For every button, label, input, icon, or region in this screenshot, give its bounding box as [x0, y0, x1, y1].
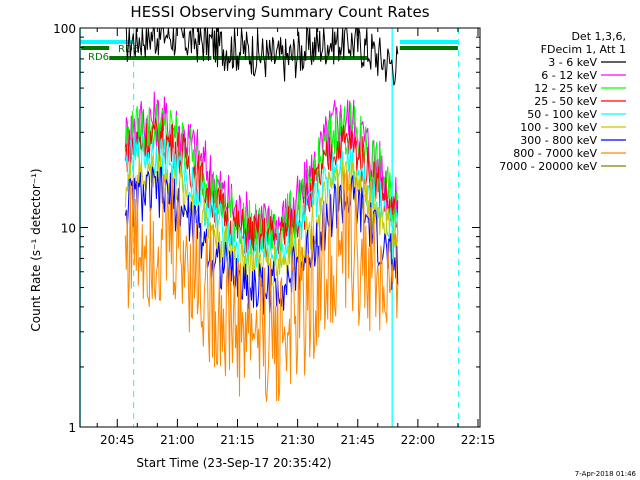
- x-tick-label-6: 22:15: [461, 433, 496, 447]
- axes: 20:45 21:00 21:15 21:30 21:45 22:00 22:15 1 10 10…: [53, 22, 495, 447]
- y-tick-label-2: 100: [53, 22, 76, 36]
- x-tick-label-2: 21:15: [220, 433, 255, 447]
- x-tick-label-1: 21:00: [160, 433, 195, 447]
- y-tick-label-0: 1: [68, 421, 76, 435]
- chart-title: HESSI Observing Summary Count Rates: [130, 3, 429, 21]
- legend-label-4: 25 - 50 keV: [534, 95, 597, 108]
- x-tick-label-0: 20:45: [100, 433, 135, 447]
- legend-label-3: 12 - 25 keV: [534, 82, 597, 95]
- x-tick-label-3: 21:30: [280, 433, 315, 447]
- legend-label-7: 300 - 800 keV: [520, 134, 597, 147]
- legend-header-1: Det 1,3,6,: [571, 30, 626, 43]
- legend-label-5: 50 - 100 keV: [527, 108, 597, 121]
- series-line-3: [124, 102, 399, 255]
- footer-timestamp: 7-Apr-2018 01:46: [575, 470, 637, 478]
- legend-label-2: 6 - 12 keV: [541, 69, 597, 82]
- y-axis-label: Count Rate (s⁻¹ detector⁻¹): [29, 168, 43, 331]
- x-axis-label: Start Time (23-Sep-17 20:35:42): [136, 456, 331, 470]
- series-line-5: [124, 133, 399, 273]
- series-line-8: [124, 169, 399, 402]
- annotation-rd6-2: RD6: [88, 52, 109, 63]
- legend-label-1: 3 - 6 keV: [548, 56, 597, 69]
- x-tick-label-5: 22:00: [401, 433, 436, 447]
- legend-label-8: 800 - 7000 keV: [513, 147, 597, 160]
- x-tick-label-4: 21:45: [340, 433, 375, 447]
- legend-label-6: 100 - 300 keV: [520, 121, 597, 134]
- legend-label-9: 7000 - 20000 keV: [499, 160, 597, 173]
- legend-header-2: FDecim 1, Att 1: [541, 43, 626, 56]
- y-tick-label-1: 10: [61, 222, 76, 236]
- series-line-1: [125, 26, 399, 86]
